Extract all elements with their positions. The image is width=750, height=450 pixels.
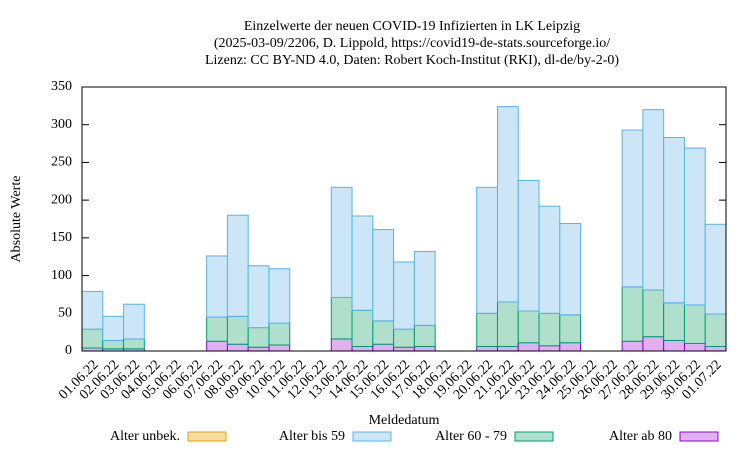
bar-segment — [393, 328, 415, 348]
y-tick-label: 100 — [51, 268, 72, 283]
bar-segment — [393, 261, 415, 330]
bar-segment — [247, 265, 270, 329]
bar-segment — [476, 345, 498, 352]
bar-segment — [123, 338, 145, 350]
legend-swatch — [352, 431, 392, 442]
bar-segment — [704, 223, 727, 315]
y-tick-label: 50 — [58, 306, 72, 321]
bar-segment — [372, 229, 395, 322]
legend-label: Alter unbek. — [110, 429, 180, 444]
bar-segment — [559, 314, 582, 344]
bar-segment — [683, 304, 706, 344]
legend-label: Alter ab 80 — [609, 429, 672, 444]
y-tick-label: 200 — [51, 192, 72, 207]
y-tick-label: 300 — [51, 117, 72, 132]
bar-segment — [372, 343, 395, 352]
bar-segment — [496, 345, 519, 352]
bar-segment — [642, 336, 665, 352]
bar-segment — [81, 328, 104, 349]
bar-segment — [102, 339, 125, 350]
bar-segment — [330, 338, 353, 352]
bar-segment — [351, 345, 374, 352]
bar-segment — [476, 186, 498, 314]
legend-label: Alter bis 59 — [279, 429, 345, 444]
bar-segment — [206, 316, 228, 342]
bar-segment — [413, 345, 436, 352]
bar-segment — [330, 186, 353, 298]
bar-segment — [704, 313, 727, 347]
y-tick-label: 350 — [51, 79, 72, 94]
chart-title: Einzelwerte der neuen COVID-19 Infiziert… — [244, 19, 580, 34]
bar-segment — [372, 320, 395, 345]
plot-frame — [81, 86, 727, 352]
bar-segment — [268, 322, 291, 346]
y-axis-label: Absolute Werte — [9, 176, 24, 263]
bar-segment — [102, 315, 125, 341]
bar-segment — [517, 310, 540, 344]
bar-segment — [683, 342, 706, 352]
bar-segment — [247, 327, 270, 348]
bar-segment — [642, 289, 665, 338]
y-tick-label: 250 — [51, 155, 72, 170]
bar-segment — [621, 286, 644, 342]
bar-segment — [683, 147, 706, 306]
bar-segment — [226, 214, 249, 317]
bar-segment — [642, 109, 665, 291]
bar-segment — [621, 129, 644, 288]
bar-segment — [351, 215, 374, 311]
bar-segment — [413, 324, 436, 347]
bar-segment — [538, 205, 561, 314]
bar-segment — [704, 345, 727, 352]
bar-segment — [268, 344, 291, 352]
bar-segment — [123, 303, 145, 340]
bar-segment — [351, 309, 374, 347]
bar-segment — [517, 342, 540, 352]
bar-segment — [413, 250, 436, 326]
legend-swatch — [679, 431, 719, 442]
bar-segment — [206, 255, 228, 318]
bar-segment — [496, 106, 519, 303]
bar-segment — [330, 296, 353, 340]
legend-swatch — [187, 431, 227, 442]
bar-segment — [663, 137, 685, 304]
bar-segment — [268, 268, 291, 324]
chart-subtitle: Lizenz: CC BY-ND 4.0, Daten: Robert Koch… — [205, 53, 619, 68]
bar-segment — [621, 340, 644, 352]
legend-label: Alter 60 - 79 — [435, 429, 507, 444]
bar-segment — [559, 342, 582, 352]
bar-segment — [496, 301, 519, 347]
bar-segment — [663, 302, 685, 341]
bar-segment — [247, 346, 270, 352]
x-axis-label: Meldedatum — [369, 413, 440, 428]
bar-segment — [476, 312, 498, 347]
bar-segment — [663, 339, 685, 352]
bar-segment — [393, 346, 415, 352]
bar-segment — [81, 290, 104, 330]
bar-segment — [538, 345, 561, 352]
legend-swatch — [514, 431, 554, 442]
bar-segment — [206, 340, 228, 352]
bar-segment — [517, 180, 540, 312]
y-tick-label: 150 — [51, 230, 72, 245]
bar-segment — [559, 223, 582, 316]
y-tick-label: 0 — [65, 343, 72, 358]
bar-segment — [226, 315, 249, 345]
bar-segment — [226, 343, 249, 352]
chart-subtitle: (2025-03-09/2206, D. Lippold, https://co… — [214, 36, 610, 51]
bar-segment — [538, 312, 561, 347]
